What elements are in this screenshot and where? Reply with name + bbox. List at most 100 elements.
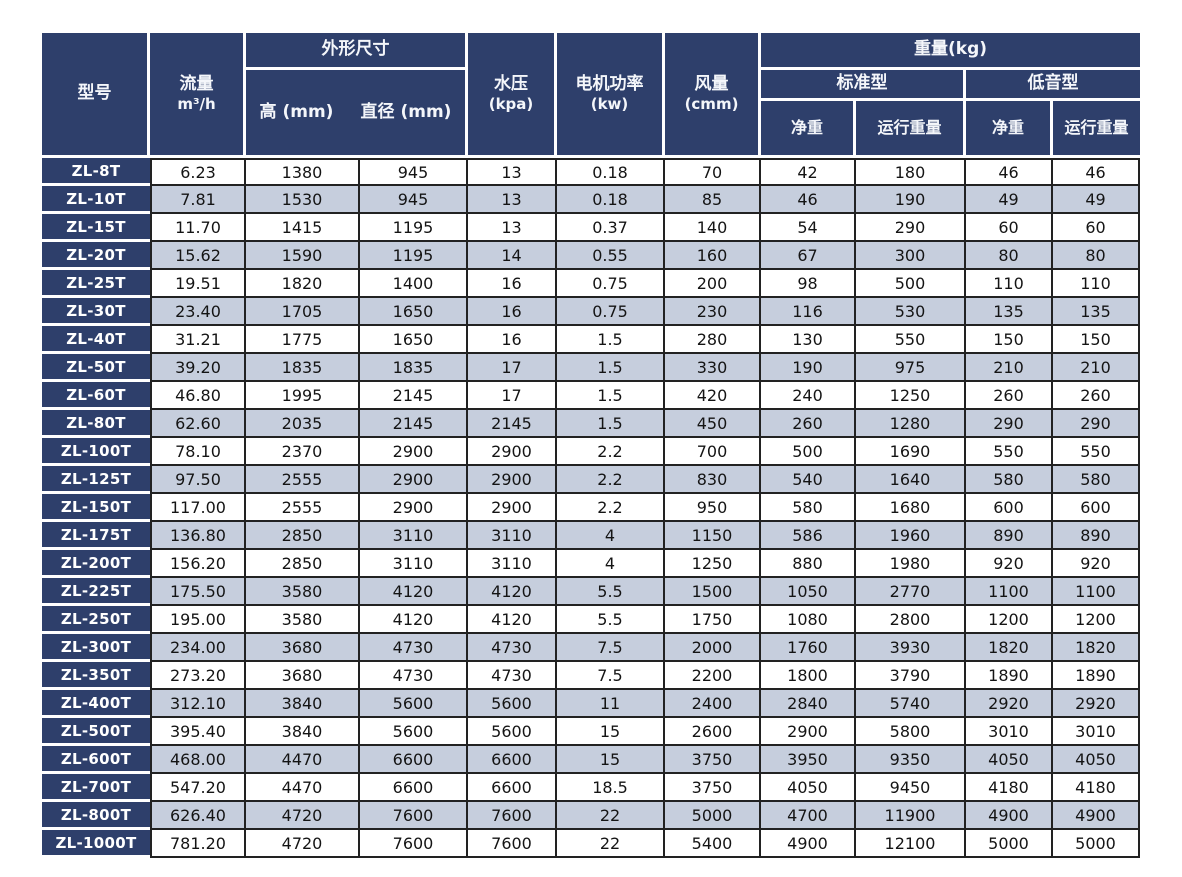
data-cell: 395.40 (150, 718, 246, 746)
data-cell: 330 (665, 354, 761, 382)
data-cell: 3010 (1053, 718, 1141, 746)
data-cell: 7600 (468, 802, 557, 830)
table-row: ZL-20T 15.62 1590 1195 14 0.55 160 67 300 80 80 (42, 242, 1141, 270)
data-cell: 468.00 (150, 746, 246, 774)
data-cell: 2035 (246, 410, 360, 438)
data-cell: 49 (966, 186, 1053, 214)
col-header-operating-weight-low-noise: 运行重量 (1053, 101, 1141, 158)
data-cell: 16 (468, 270, 557, 298)
flow-unit: m³/h (177, 95, 216, 114)
data-cell: 14 (468, 242, 557, 270)
data-cell: 200 (665, 270, 761, 298)
table-row: ZL-600T 468.00 4470 6600 6600 15 3750 3950 9350 4… (42, 746, 1141, 774)
data-cell: 195.00 (150, 606, 246, 634)
data-cell: 2200 (665, 662, 761, 690)
data-cell: 975 (856, 354, 966, 382)
data-cell: 116 (761, 298, 856, 326)
data-cell: 2900 (360, 438, 468, 466)
data-cell: 4470 (246, 746, 360, 774)
data-cell: 1050 (761, 578, 856, 606)
data-cell: 180 (856, 158, 966, 186)
col-header-model: 型号 (42, 33, 150, 158)
data-cell: 175.50 (150, 578, 246, 606)
data-cell: 1415 (246, 214, 360, 242)
data-cell: 1200 (1053, 606, 1141, 634)
model-cell: ZL-100T (42, 438, 150, 466)
col-header-flow: 流量 m³/h (150, 33, 246, 158)
data-cell: 7600 (360, 802, 468, 830)
data-cell: 4900 (966, 802, 1053, 830)
data-cell: 920 (1053, 550, 1141, 578)
data-cell: 3580 (246, 578, 360, 606)
table-row: ZL-250T 195.00 3580 4120 4120 5.5 1750 1080 2800… (42, 606, 1141, 634)
data-cell: 110 (966, 270, 1053, 298)
data-cell: 550 (966, 438, 1053, 466)
model-cell: ZL-400T (42, 690, 150, 718)
data-cell: 15 (557, 746, 665, 774)
col-header-height-diameter: 高 (mm) 直径 (mm) (246, 70, 468, 158)
data-cell: 3110 (360, 522, 468, 550)
table-row: ZL-25T 19.51 1820 1400 16 0.75 200 98 500 110 110 (42, 270, 1141, 298)
data-cell: 1800 (761, 662, 856, 690)
data-cell: 1200 (966, 606, 1053, 634)
data-cell: 0.18 (557, 158, 665, 186)
data-cell: 2400 (665, 690, 761, 718)
data-cell: 1195 (360, 214, 468, 242)
model-cell: ZL-500T (42, 718, 150, 746)
data-cell: 1775 (246, 326, 360, 354)
data-cell: 2900 (468, 466, 557, 494)
data-cell: 1500 (665, 578, 761, 606)
data-cell: 4720 (246, 802, 360, 830)
data-cell: 586 (761, 522, 856, 550)
low-noise-type-label: 低音型 (1027, 73, 1079, 94)
data-cell: 4180 (1053, 774, 1141, 802)
data-cell: 136.80 (150, 522, 246, 550)
model-cell: ZL-40T (42, 326, 150, 354)
height-column-label: 高 (mm) (259, 101, 334, 122)
data-cell: 3750 (665, 746, 761, 774)
data-cell: 3680 (246, 634, 360, 662)
data-cell: 54 (761, 214, 856, 242)
data-cell: 4730 (360, 662, 468, 690)
data-cell: 4180 (966, 774, 1053, 802)
data-cell: 1980 (856, 550, 966, 578)
data-cell: 11.70 (150, 214, 246, 242)
data-cell: 234.00 (150, 634, 246, 662)
col-header-model-label: 型号 (77, 83, 112, 104)
data-cell: 5.5 (557, 606, 665, 634)
data-cell: 2.2 (557, 466, 665, 494)
table-row: ZL-1000T 781.20 4720 7600 7600 22 5400 4900 1210… (42, 830, 1141, 858)
model-cell: ZL-8T (42, 158, 150, 186)
data-cell: 4 (557, 522, 665, 550)
data-cell: 2145 (360, 382, 468, 410)
spec-table-container: 型号 流量 m³/h 外形尺寸 水压 (kpa) 电机功率 (kw) (42, 33, 1141, 858)
data-cell: 135 (966, 298, 1053, 326)
model-cell: ZL-10T (42, 186, 150, 214)
data-cell: 1530 (246, 186, 360, 214)
diameter-column-label: 直径 (mm) (360, 101, 452, 122)
data-cell: 1250 (665, 550, 761, 578)
model-cell: ZL-50T (42, 354, 150, 382)
data-cell: 11 (557, 690, 665, 718)
data-cell: 150 (1053, 326, 1141, 354)
data-cell: 890 (1053, 522, 1141, 550)
data-cell: 4720 (246, 830, 360, 858)
col-group-low-noise-type: 低音型 (966, 70, 1141, 101)
data-cell: 5.5 (557, 578, 665, 606)
data-cell: 150 (966, 326, 1053, 354)
data-cell: 19.51 (150, 270, 246, 298)
standard-type-label: 标准型 (836, 73, 888, 94)
data-cell: 6600 (360, 746, 468, 774)
water-pressure-unit: (kpa) (488, 95, 534, 114)
data-cell: 22 (557, 802, 665, 830)
data-cell: 3580 (246, 606, 360, 634)
data-cell: 1195 (360, 242, 468, 270)
data-cell: 13 (468, 186, 557, 214)
data-cell: 920 (966, 550, 1053, 578)
data-cell: 2900 (761, 718, 856, 746)
data-cell: 78.10 (150, 438, 246, 466)
data-cell: 580 (966, 466, 1053, 494)
data-cell: 4050 (1053, 746, 1141, 774)
data-cell: 1820 (966, 634, 1053, 662)
table-row: ZL-15T 11.70 1415 1195 13 0.37 140 54 290 60 60 (42, 214, 1141, 242)
